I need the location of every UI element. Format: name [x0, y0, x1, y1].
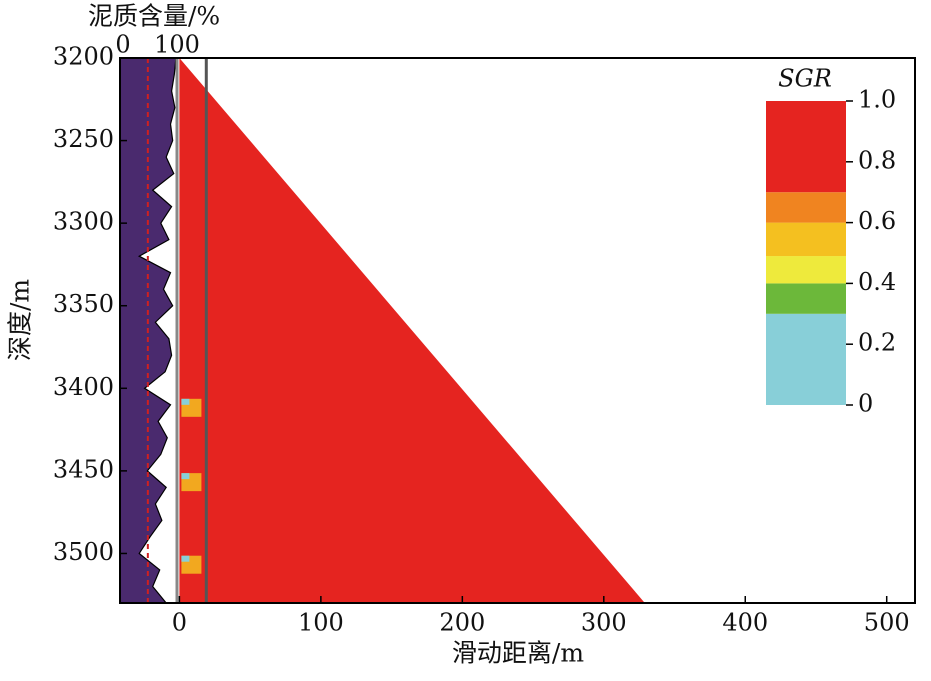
mud-curve: [137, 57, 177, 604]
x-axis-label: 滑动距离/m: [452, 639, 584, 668]
colorbar-tick-label: 1.0: [858, 86, 896, 114]
sgr-region: [179, 58, 645, 603]
mud-left: [120, 58, 123, 603]
colorbar-tick-label: 0.4: [858, 268, 896, 296]
colorbar-tick-label: 0.2: [858, 329, 896, 357]
colorbar-band: [766, 101, 846, 193]
colorbar-band: [766, 192, 846, 223]
mud-axis-label: 泥质含量/%: [88, 2, 220, 31]
mud-tick-label: 0: [115, 31, 130, 59]
x-tick-label: 300: [581, 609, 627, 637]
y-tick-label: 3250: [53, 125, 114, 153]
colorbar-band: [766, 256, 846, 284]
y-axis-label: 深度/m: [6, 279, 35, 361]
y-tick-label: 3300: [53, 208, 114, 236]
colorbar-title: SGR: [778, 65, 832, 93]
y-tick-label: 3500: [53, 538, 114, 566]
y-tick-label: 3400: [53, 373, 114, 401]
x-tick-label: 200: [439, 609, 485, 637]
x-tick-label: 0: [172, 609, 187, 637]
colorbar-band: [766, 313, 846, 405]
colorbar-band: [766, 283, 846, 314]
mud-tick-label: 100: [154, 31, 200, 59]
x-tick-label: 400: [722, 609, 768, 637]
colorbar-tick-label: 0.8: [858, 146, 896, 174]
x-tick-label: 100: [298, 609, 344, 637]
y-tick-label: 3350: [53, 290, 114, 318]
hotspot-core: [181, 555, 190, 562]
y-tick-label: 3450: [53, 455, 114, 483]
colorbar-band: [766, 222, 846, 257]
plot-frame: [119, 57, 916, 604]
hotspot-core: [181, 398, 190, 405]
x-tick-label: 500: [864, 609, 910, 637]
y-tick-label: 3200: [53, 43, 114, 71]
mud-fill: [123, 58, 176, 603]
hotspot-core: [181, 473, 190, 480]
colorbar-tick-label: 0: [858, 390, 873, 418]
colorbar-tick-label: 0.6: [858, 207, 896, 235]
